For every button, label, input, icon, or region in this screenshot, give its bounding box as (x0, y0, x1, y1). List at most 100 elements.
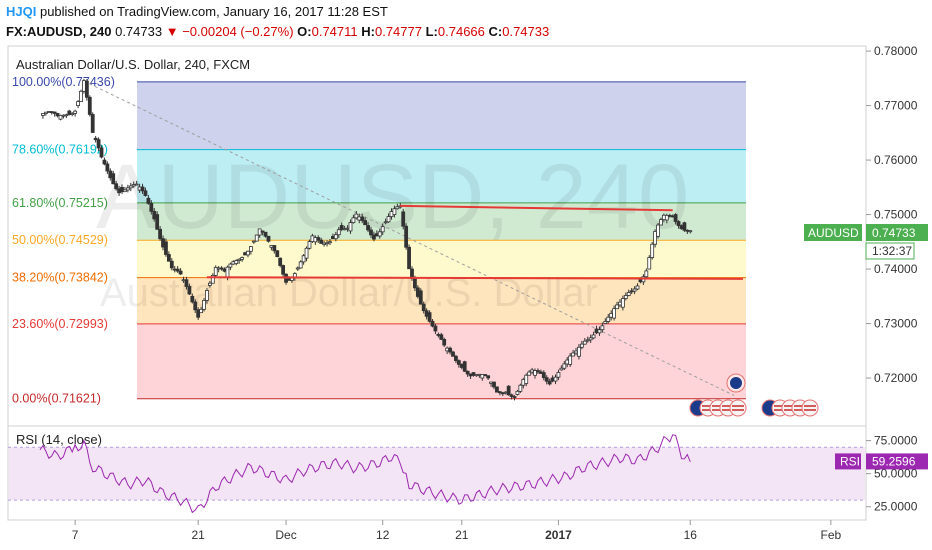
candle-body (199, 308, 203, 314)
high-value: 0.74777 (374, 24, 422, 39)
candle-body (562, 363, 567, 369)
candle-body (281, 265, 286, 275)
candle-body (146, 197, 151, 204)
close-value: 0.74733 (502, 24, 550, 39)
candle-body (134, 183, 139, 186)
candle-body (128, 185, 133, 189)
candle-body (360, 216, 365, 221)
last-price-tag-text: 0.74733 (872, 226, 916, 240)
candle-body (430, 320, 435, 327)
neckline-trendline (206, 276, 743, 280)
last-price: 0.74733 (115, 24, 163, 39)
candle-body (275, 250, 280, 258)
symbol-tag (804, 224, 862, 241)
event-flag-row[interactable] (689, 399, 747, 417)
price-axis[interactable]: 0.78000 0.77000 0.76000 0.75000 0.74000 0.730… (866, 44, 918, 385)
rsi-tick-label: 75.0000 (874, 434, 918, 448)
candle-body (87, 96, 92, 115)
candle-body (351, 217, 356, 223)
candle-body (527, 371, 532, 376)
candle-body (509, 394, 514, 397)
candle-body (90, 114, 95, 133)
candle-body (626, 292, 631, 296)
candle-body (383, 221, 388, 224)
diagonal-trend[interactable] (83, 80, 735, 396)
rsi-line[interactable] (39, 434, 691, 514)
low-value: 0.74666 (437, 24, 485, 39)
candle-body (99, 147, 104, 158)
time-axis[interactable]: 7 21 Dec 12 21 2017 16 Feb (72, 520, 842, 542)
candle-body (196, 309, 201, 318)
candle-body (213, 267, 218, 276)
candle-body (102, 159, 107, 165)
candle-body (615, 304, 619, 310)
candle-body (442, 338, 447, 346)
time-tick-label: Dec (275, 528, 296, 542)
candle-body (67, 110, 72, 115)
candle-body (597, 329, 602, 334)
candle-body (73, 110, 78, 114)
candle-body (418, 290, 423, 305)
fib-level-label: 61.80%(0.75215) (12, 196, 108, 210)
candle-body (205, 290, 209, 301)
candle-body (612, 308, 616, 319)
event-flags[interactable] (689, 373, 819, 417)
candle-body (568, 355, 573, 365)
candle-body (427, 312, 432, 322)
rsi-axis[interactable]: 75.0000 50.0000 25.0000 (866, 434, 918, 514)
candle-body (448, 347, 452, 353)
candle-body (647, 257, 652, 270)
fib-level-label: 100.00%(0.77436) (12, 75, 115, 89)
candle-body (533, 370, 537, 376)
candle-body (123, 189, 127, 193)
fib-zone (137, 149, 746, 203)
candle-body (439, 334, 444, 340)
candle-body (164, 241, 168, 255)
candle-body (184, 279, 189, 287)
candle-body (524, 374, 529, 384)
flag-icon[interactable] (730, 377, 742, 389)
candle-body (571, 352, 575, 357)
watermark-symbol: AUDUSD, 240 (96, 146, 689, 248)
time-tick-label: 21 (455, 528, 469, 542)
candle-body (433, 325, 438, 332)
candle-body (588, 337, 593, 341)
candle-body (536, 370, 540, 373)
candle-body (512, 396, 517, 398)
candle-body (377, 231, 382, 237)
fibonacci-retracement[interactable]: 100.00%(0.77436) 78.60%(0.76192) 61.80%(0.… (12, 75, 746, 406)
candle-body (372, 234, 376, 240)
candle-body (515, 390, 520, 395)
chart-header: HJQI published on TradingView.com, Janua… (0, 0, 932, 46)
candle-body (486, 375, 491, 379)
low-label: L: (425, 24, 438, 39)
candle-body (251, 240, 256, 243)
candle-body (319, 239, 324, 244)
candle-body (495, 386, 499, 393)
candle-body (497, 391, 502, 394)
candle-body (41, 113, 45, 116)
rsi-value-tag (866, 453, 928, 470)
candle-body (480, 374, 485, 379)
candle-body (155, 214, 160, 230)
candle-body (105, 163, 110, 172)
diagonal-line (83, 80, 735, 396)
price-tick-label: 0.72000 (874, 371, 918, 385)
candle-body (354, 213, 359, 219)
candle-body (84, 80, 89, 98)
candle-body (492, 381, 496, 388)
event-flag-row[interactable] (761, 399, 819, 417)
candle-body (266, 235, 271, 242)
publisher-name[interactable]: HJQI (6, 4, 37, 19)
candle-body (547, 380, 552, 385)
trendlines[interactable] (206, 204, 743, 280)
candle-body (635, 285, 640, 290)
candle-body (169, 260, 174, 269)
candle-body (254, 234, 259, 242)
candle-body (339, 225, 344, 230)
candle-body (454, 355, 458, 361)
symbol-line: FX:AUDUSD, 240 0.74733 ▼ −0.00204 (−0.27… (6, 24, 549, 39)
candle-body (55, 113, 60, 117)
candle-body (149, 203, 154, 212)
